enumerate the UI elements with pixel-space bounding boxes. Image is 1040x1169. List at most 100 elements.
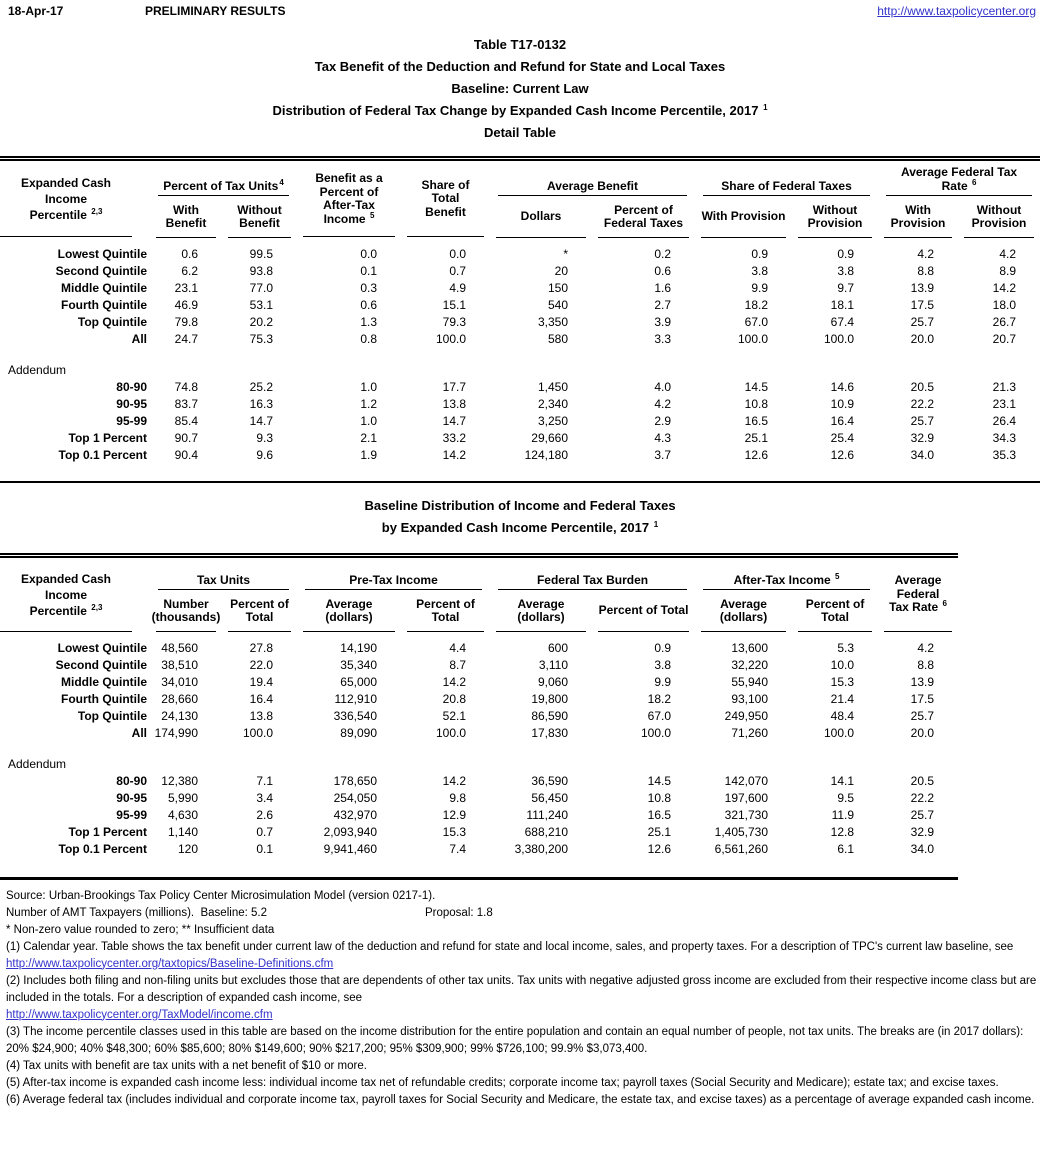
- report-date: 18-Apr-17: [8, 4, 64, 18]
- cell: 13.8: [442, 397, 466, 411]
- cell: 4.3: [654, 431, 672, 445]
- income-definition-link[interactable]: http://www.taxpolicycenter.org/TaxModel/…: [6, 1008, 273, 1021]
- table-row: 90-95 5,990 3.4 254,050 9.8 56,450 10.8 …: [0, 790, 958, 807]
- cell: 178,650: [333, 774, 377, 788]
- cell: 0.0: [360, 247, 377, 261]
- quintile-rows: Lowest Quintile 0.6 99.5 0.0 0.0 * 0.2 0…: [0, 246, 1040, 348]
- cell: 65,000: [340, 675, 377, 689]
- footnote-1: (1) Calendar year. Table shows the tax b…: [6, 940, 1014, 953]
- cell: 120: [177, 842, 198, 856]
- cell: 3.9: [654, 315, 672, 329]
- cell: 1.3: [360, 315, 377, 329]
- cell: 15.3: [442, 825, 467, 839]
- spacer-row: [0, 858, 958, 878]
- cell: 17,830: [531, 726, 569, 740]
- cell: 19,800: [531, 692, 569, 706]
- header-share-of-total-benefit: Share of Total Benefit: [401, 159, 490, 239]
- cell: 336,540: [333, 709, 377, 723]
- preliminary-results-label: PRELIMINARY RESULTS: [145, 4, 286, 18]
- row-label: Middle Quintile: [61, 281, 147, 295]
- table-row: Top 1 Percent 1,140 0.7 2,093,940 15.3 6…: [0, 824, 958, 841]
- cell: 34.0: [910, 448, 935, 462]
- header-expanded-cash-income-percentile: Expanded Cash Income Percentile 2,3: [0, 556, 150, 632]
- cell: 18.1: [830, 298, 855, 312]
- cell: 79.3: [442, 315, 466, 329]
- cell: 2,093,940: [323, 825, 377, 839]
- group-header-tax-units: Tax Units: [150, 556, 297, 590]
- table-row: Top Quintile 24,130 13.8 336,540 52.1 86…: [0, 708, 958, 725]
- cell: 1.2: [360, 397, 377, 411]
- site-link[interactable]: http://www.taxpolicycenter.org: [877, 4, 1036, 18]
- cell: 17.5: [910, 692, 935, 706]
- row-label: 80-90: [116, 380, 147, 394]
- table-row: All 174,990 100.0 89,090 100.0 17,830 10…: [0, 725, 958, 742]
- cell: 14.2: [442, 675, 467, 689]
- cell: 26.4: [992, 414, 1017, 428]
- subheader-with-benefit: With Benefit: [150, 196, 222, 238]
- cell: 52.1: [442, 709, 467, 723]
- cell: 18.2: [744, 298, 769, 312]
- cell: 14.2: [442, 774, 467, 788]
- cell: 21.4: [830, 692, 855, 706]
- cell: 1.0: [360, 414, 377, 428]
- cell: 100.0: [435, 332, 466, 346]
- spacer-row: [0, 742, 958, 756]
- table-row: 95-99 4,630 2.6 432,970 12.9 111,240 16.…: [0, 807, 958, 824]
- cell: 77.0: [249, 281, 273, 295]
- cell: 20.0: [910, 726, 935, 740]
- baseline-definitions-link[interactable]: http://www.taxpolicycenter.org/taxtopics…: [6, 957, 334, 970]
- cell: 3.8: [837, 264, 855, 278]
- cell: 9.6: [256, 448, 273, 462]
- cell: *: [563, 247, 568, 261]
- group-header-percent-of-tax-units: Percent of Tax Units4: [150, 159, 297, 196]
- cell: 4.2: [917, 247, 935, 261]
- cell: 6.1: [837, 842, 855, 856]
- row-label: Top 1 Percent: [68, 825, 147, 839]
- cell: 4.2: [654, 397, 672, 411]
- group-header-row: Expanded Cash Income Percentile 2,3 Tax …: [0, 556, 958, 632]
- cell: 150: [547, 281, 568, 295]
- cell: 16.4: [249, 692, 273, 706]
- cell: 1,405,730: [714, 825, 769, 839]
- cell: 55,940: [731, 675, 769, 689]
- row-label: 95-99: [116, 808, 147, 822]
- cell: 22.2: [910, 791, 935, 805]
- cell: 2.6: [256, 808, 273, 822]
- cell: 25.1: [744, 431, 769, 445]
- distribution-line: Distribution of Federal Tax Change by Ex…: [272, 102, 768, 118]
- cell: 16.3: [249, 397, 273, 411]
- cell: 67.0: [647, 709, 672, 723]
- cell: 2,340: [537, 397, 568, 411]
- cell: 16.4: [830, 414, 855, 428]
- cell: 3.8: [751, 264, 769, 278]
- footnote-ref-5: 5: [369, 210, 375, 220]
- row-label: Lowest Quintile: [57, 247, 147, 261]
- cell: 16.5: [744, 414, 769, 428]
- group-header-row: Expanded Cash Income Percentile 2,3 Perc…: [0, 159, 1040, 237]
- cell: 79.8: [174, 315, 198, 329]
- cell: 0.9: [837, 247, 855, 261]
- row-label: Fourth Quintile: [61, 298, 147, 312]
- cell: 8.9: [999, 264, 1017, 278]
- footnote-ref-2-3: 2,3: [91, 602, 103, 612]
- cell: 4.2: [999, 247, 1017, 261]
- cell: 0.1: [256, 842, 273, 856]
- cell: 38,510: [161, 658, 198, 672]
- group-header-after-tax-income: After-Tax Income 5: [695, 556, 878, 590]
- cell: 0.6: [654, 264, 672, 278]
- table-row: Second Quintile 6.2 93.8 0.1 0.7 20 0.6 …: [0, 263, 1040, 280]
- cell: 20.0: [910, 332, 935, 346]
- table-number: Table T17-0132: [473, 37, 567, 52]
- cell: 36,590: [531, 774, 569, 788]
- subheader-percent-of-total-pretax: Percent of Total: [401, 590, 490, 632]
- cell: 21.3: [992, 380, 1017, 394]
- cell: 23.1: [992, 397, 1017, 411]
- footnote-3: (3) The income percentile classes used i…: [6, 1025, 1024, 1055]
- table-row: Top 1 Percent 90.7 9.3 2.1 33.2 29,660 4…: [0, 430, 1040, 447]
- cell: 35,340: [340, 658, 377, 672]
- cell: 3.8: [654, 658, 672, 672]
- amt-taxpayers-note: Number of AMT Taxpayers (millions). Base…: [6, 905, 1038, 922]
- table-row: Top 0.1 Percent 120 0.1 9,941,460 7.4 3,…: [0, 841, 958, 858]
- cell: 100.0: [824, 726, 855, 740]
- addendum-label: Addendum: [8, 757, 67, 771]
